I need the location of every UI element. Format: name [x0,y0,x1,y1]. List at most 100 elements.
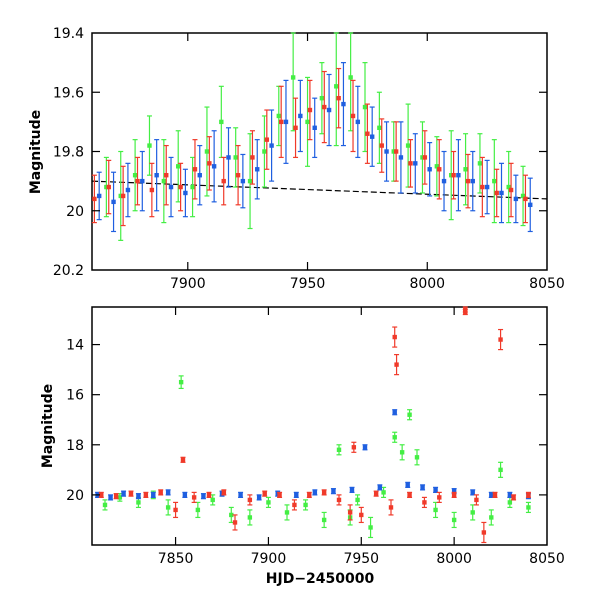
data-point [481,530,487,535]
data-point [422,500,427,505]
data-point [498,467,503,473]
data-point [451,492,457,498]
data-point [494,190,499,196]
y-tick-label: 14 [66,338,84,354]
y-tick-label: 18 [66,438,84,454]
data-point [526,492,531,498]
data-point [158,490,163,495]
data-point [528,202,533,208]
trend-line [91,180,548,200]
data-point [247,515,253,520]
data-point [388,505,394,510]
data-point [319,95,325,101]
data-point [384,149,389,154]
data-point [451,517,457,523]
series-0 [103,32,526,241]
data-point [381,490,386,495]
data-point [233,155,238,160]
data-point [336,497,342,503]
data-point [377,485,383,490]
data-point [262,149,267,154]
data-point [92,196,97,202]
y-tick-label: 20 [66,488,84,504]
data-point [104,184,109,190]
data-point [427,167,432,172]
data-point [520,193,526,199]
data-point [247,178,253,184]
top-panel-marks [91,32,548,241]
x-tick-label: 7900 [170,276,206,292]
data-point [492,492,498,498]
y-tick-label: 16 [66,388,84,404]
data-point [349,487,355,493]
data-point [108,495,113,500]
data-point [284,510,290,515]
data-point [140,178,145,184]
data-point [434,164,440,169]
bottom-y-axis-title: Magnitude [40,384,56,468]
data-point [99,492,104,498]
data-point [359,512,364,518]
x-tick-label: 7950 [290,276,326,292]
x-tick-label: 7950 [343,551,379,567]
data-point [326,107,332,113]
data-point [206,492,212,498]
data-point [102,502,108,508]
data-point [276,113,281,119]
top-plot-frame [91,32,548,271]
data-point [405,143,411,148]
data-point [182,492,188,498]
data-point [392,410,397,415]
data-point [347,510,353,515]
data-point [298,113,303,119]
data-point [229,512,234,518]
data-point [422,155,428,160]
data-point [232,520,238,525]
data-point [405,482,410,488]
data-point [433,507,438,513]
data-point [437,167,442,172]
data-point [221,178,226,184]
data-point [235,173,241,178]
data-point [293,125,298,130]
data-point [191,495,197,500]
data-point [441,178,447,184]
data-point [154,173,159,178]
data-point [465,178,471,184]
bottom-x-axis-title: HJD−2450000 [266,571,375,587]
data-point [278,119,284,125]
data-point [362,104,368,110]
data-point [391,149,396,154]
data-point [307,492,312,498]
data-point [312,125,317,130]
data-point [269,143,274,148]
data-point [173,507,178,513]
series-1 [95,409,531,501]
data-point [125,187,131,193]
data-point [513,196,519,202]
data-point [190,184,195,190]
data-point [266,500,271,505]
data-point [492,178,497,184]
data-point [511,495,516,500]
data-point [135,178,140,184]
x-tick-label: 8050 [529,276,565,292]
data-point [321,490,327,495]
data-point [399,450,405,455]
data-point [355,497,360,503]
data-point [195,507,201,513]
data-point [180,457,186,463]
data-point [256,495,262,500]
data-point [433,487,438,493]
data-point [305,119,310,125]
y-tick-label: 20.2 [53,263,84,279]
data-point [477,161,483,166]
data-point [211,164,217,169]
data-point [336,447,342,452]
data-point [307,107,313,113]
data-point [106,184,111,190]
data-point [414,455,420,460]
data-point [204,149,210,154]
data-point [463,167,468,172]
data-point [351,445,357,450]
